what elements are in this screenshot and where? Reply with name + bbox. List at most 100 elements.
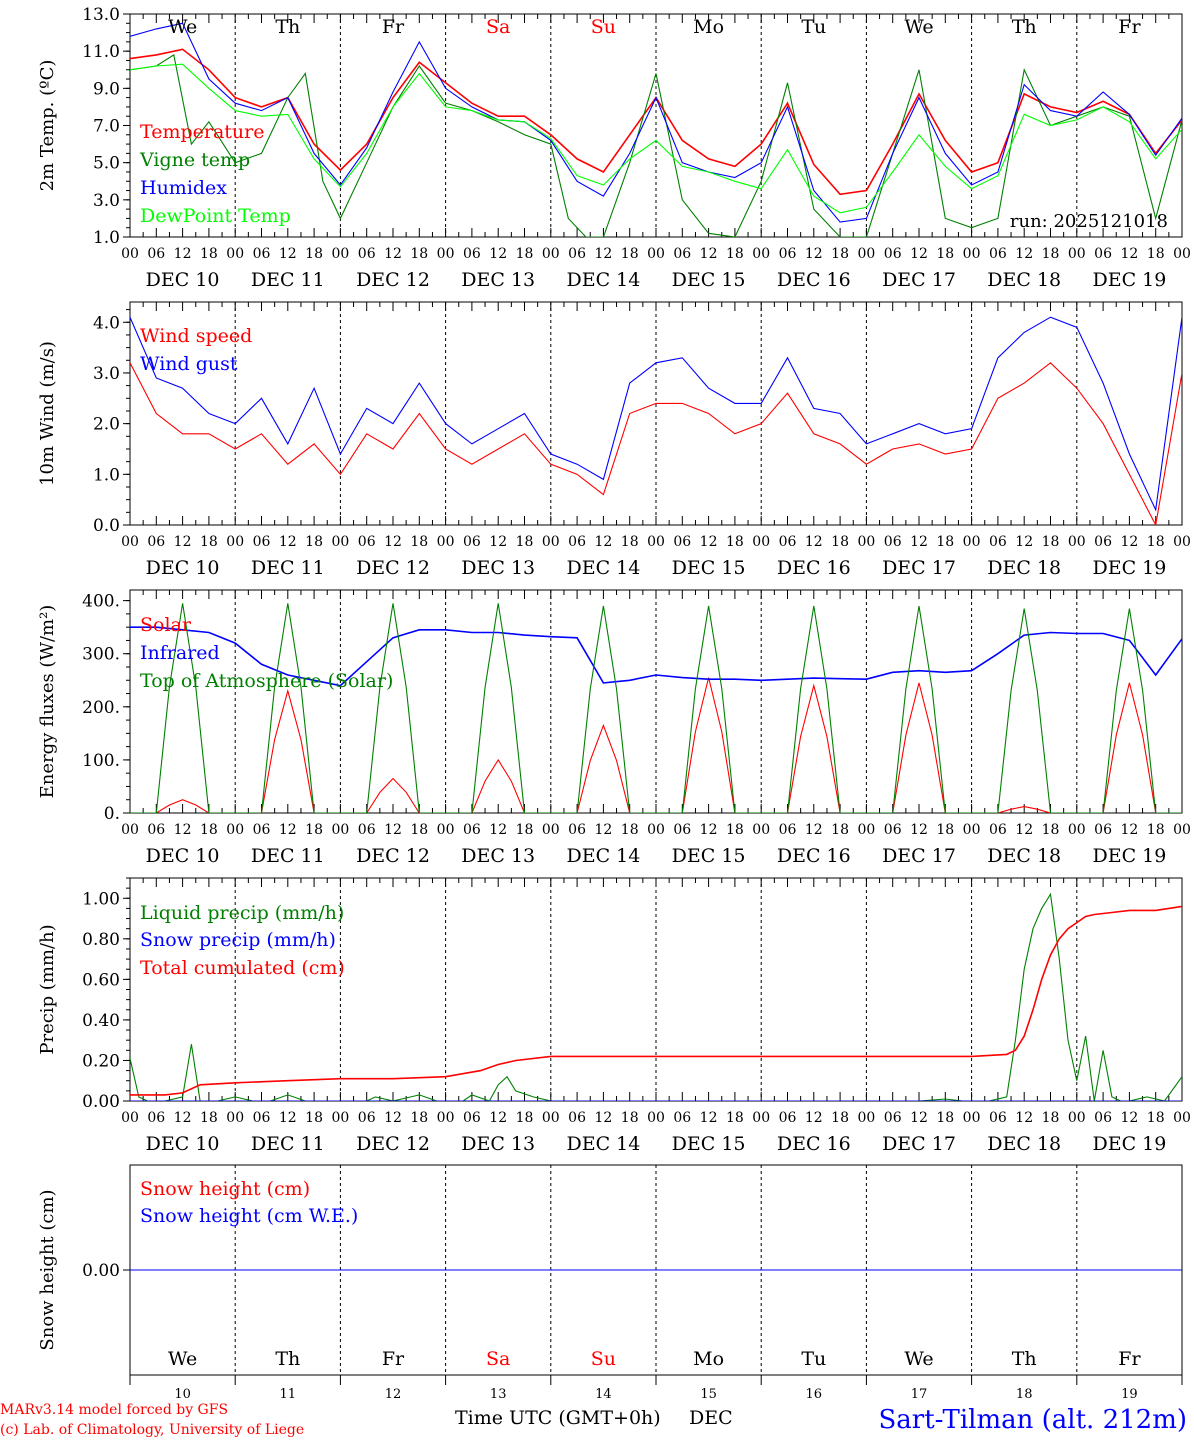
hour-label: 12 xyxy=(910,822,928,838)
hour-label: 06 xyxy=(253,822,271,838)
hour-label: 18 xyxy=(516,246,534,262)
hour-label: 12 xyxy=(805,534,823,550)
day-of-week-label: Th xyxy=(1012,16,1037,38)
series-line-top-of-atmosphere-solar xyxy=(130,603,1182,813)
hour-label: 06 xyxy=(568,246,586,262)
legend-snow-height-cm-w-e: Snow height (cm W.E.) xyxy=(140,1205,358,1227)
day-number-label: 18 xyxy=(1016,1387,1033,1402)
hour-label: 18 xyxy=(1042,534,1060,550)
y-tick-label: 200. xyxy=(82,698,120,718)
hour-label: 00 xyxy=(121,246,139,262)
hour-label: 06 xyxy=(358,534,376,550)
date-label: DEC 19 xyxy=(1092,557,1166,579)
day-of-week-label: Tu xyxy=(801,1348,826,1370)
panel-3: 0. 100. 200. 300. 400. Energy fluxes (W/m²) So… xyxy=(37,589,1191,867)
hour-label: 00 xyxy=(331,822,349,838)
y-tick-label: 1.0 xyxy=(93,228,120,248)
date-label: DEC 18 xyxy=(987,845,1061,867)
hour-label: 12 xyxy=(1015,1110,1033,1126)
hour-label: 00 xyxy=(121,534,139,550)
hour-label: 00 xyxy=(226,822,244,838)
hour-label: 12 xyxy=(174,246,192,262)
hour-label: 18 xyxy=(200,822,218,838)
date-label: DEC 13 xyxy=(461,845,535,867)
hour-label: 12 xyxy=(910,246,928,262)
hour-label: 12 xyxy=(1015,822,1033,838)
legend-wind-speed: Wind speed xyxy=(140,325,252,347)
hour-label: 18 xyxy=(621,534,639,550)
date-label: DEC 10 xyxy=(146,269,220,291)
date-label: DEC 15 xyxy=(672,845,746,867)
day-number-label: 11 xyxy=(280,1387,297,1402)
legend-top-of-atmosphere-solar: Top of Atmosphere (Solar) xyxy=(140,670,393,692)
hour-label: 12 xyxy=(1120,1110,1138,1126)
hour-label: 12 xyxy=(805,246,823,262)
hour-label: 00 xyxy=(331,534,349,550)
hour-label: 12 xyxy=(489,1110,507,1126)
hour-label: 18 xyxy=(831,1110,849,1126)
y-axis-label: Precip (mm/h) xyxy=(37,924,58,1054)
y-tick-label: 0.0 xyxy=(93,516,120,536)
day-of-week-label: We xyxy=(168,1348,197,1370)
hour-label: 06 xyxy=(147,822,165,838)
hour-label: 18 xyxy=(1147,246,1165,262)
hour-label: 12 xyxy=(1120,246,1138,262)
hour-label: 00 xyxy=(437,246,455,262)
hour-label: 00 xyxy=(437,1110,455,1126)
plot-area xyxy=(130,892,1182,1101)
hour-label: 12 xyxy=(279,1110,297,1126)
series-line-dewpoint-temp xyxy=(130,63,1182,214)
hour-label: 12 xyxy=(384,534,402,550)
hour-label: 00 xyxy=(647,1110,665,1126)
y-tick-label: 0.00 xyxy=(82,1092,120,1112)
series-line-vigne-temp xyxy=(130,54,1182,237)
hour-label: 06 xyxy=(989,246,1007,262)
legend-wind-gust: Wind gust xyxy=(140,353,238,375)
hour-label: 06 xyxy=(463,1110,481,1126)
hour-label: 06 xyxy=(1094,246,1112,262)
y-tick-label: 1.0 xyxy=(93,465,120,485)
day-number-label: 19 xyxy=(1121,1387,1138,1402)
hour-label: 00 xyxy=(121,1110,139,1126)
date-label: DEC 17 xyxy=(882,1133,956,1155)
date-label: DEC 16 xyxy=(777,845,851,867)
hour-label: 00 xyxy=(331,246,349,262)
date-label: DEC 10 xyxy=(146,1133,220,1155)
y-tick-label: 2.0 xyxy=(93,415,120,435)
date-label: DEC 16 xyxy=(777,269,851,291)
hour-label: 18 xyxy=(410,534,428,550)
day-of-week-label: Th xyxy=(1012,1348,1037,1370)
hour-label: 12 xyxy=(594,246,612,262)
hour-label: 18 xyxy=(1147,1110,1165,1126)
legend-snow-height-cm: Snow height (cm) xyxy=(140,1178,310,1200)
y-axis-label: Snow height (cm) xyxy=(37,1189,58,1350)
legend-liquid-precip-mm-h: Liquid precip (mm/h) xyxy=(140,902,344,924)
hour-label: 00 xyxy=(857,822,875,838)
y-axis-label: 10m Wind (m/s) xyxy=(37,341,58,486)
day-of-week-label: Mo xyxy=(693,1348,724,1370)
hour-label: 06 xyxy=(358,822,376,838)
day-of-week-label: Fr xyxy=(382,16,405,38)
hour-label: 18 xyxy=(200,246,218,262)
hour-label: 00 xyxy=(1068,534,1086,550)
hour-label: 12 xyxy=(594,1110,612,1126)
run-annotation: run: 2025121018 xyxy=(1010,211,1168,232)
hour-label: 12 xyxy=(489,822,507,838)
hour-label: 18 xyxy=(1042,822,1060,838)
hour-label: 06 xyxy=(568,1110,586,1126)
date-label: DEC 15 xyxy=(672,557,746,579)
date-label: DEC 17 xyxy=(882,557,956,579)
hour-label: 18 xyxy=(621,822,639,838)
hour-label: 18 xyxy=(1042,1110,1060,1126)
y-tick-label: 9.0 xyxy=(93,79,120,99)
x-axis-month: DEC xyxy=(689,1407,733,1429)
plot-area xyxy=(130,22,1182,237)
date-label: DEC 14 xyxy=(566,557,640,579)
hour-label: 12 xyxy=(700,822,718,838)
date-label: DEC 19 xyxy=(1092,845,1166,867)
panel-frame xyxy=(129,13,1183,238)
day-of-week-label: Tu xyxy=(801,16,826,38)
hour-label: 06 xyxy=(358,246,376,262)
x-axis-label: Time UTC (GMT+0h) xyxy=(455,1407,661,1429)
